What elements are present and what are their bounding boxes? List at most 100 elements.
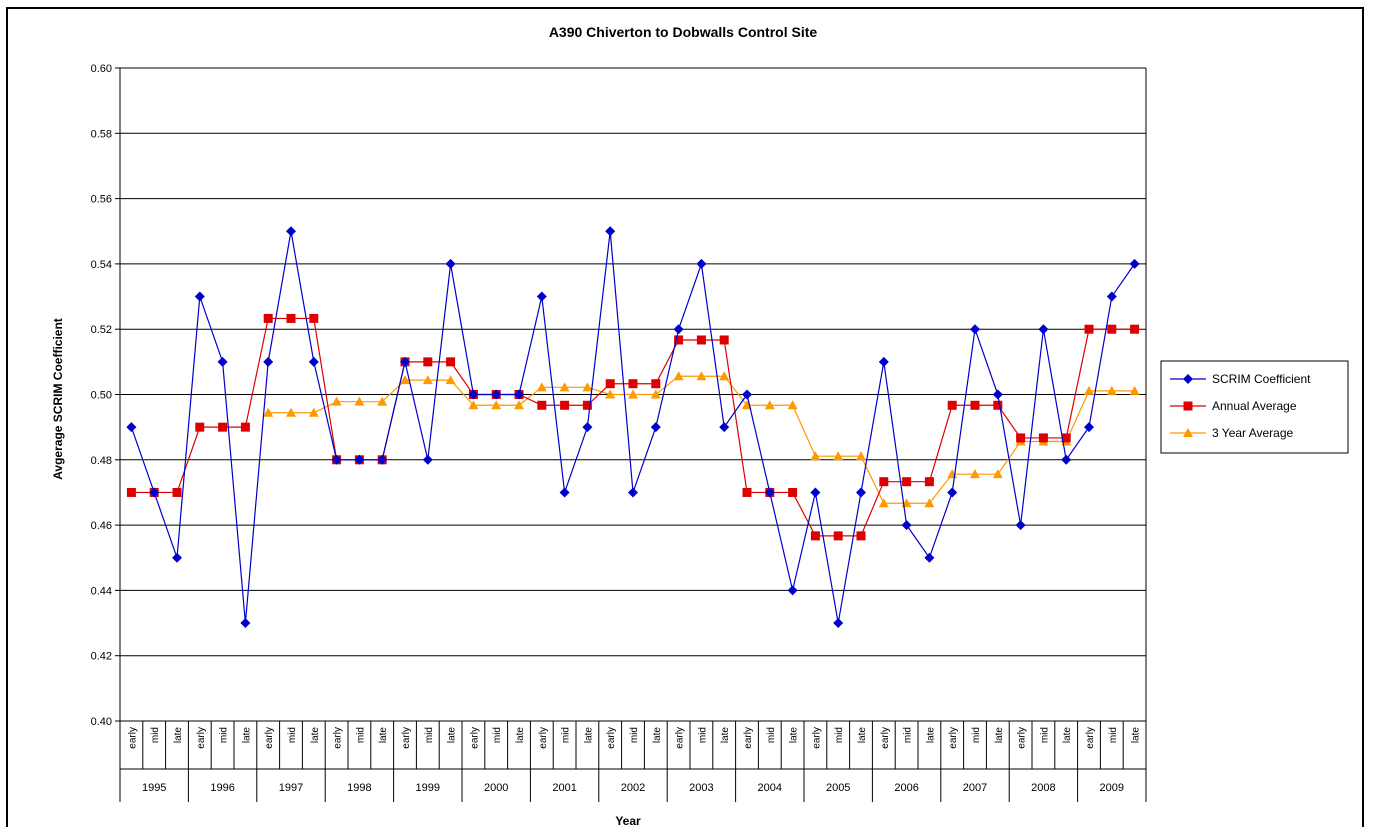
x-period-label: mid — [766, 727, 777, 743]
x-period-label: late — [1131, 727, 1142, 744]
data-point-scrim-coefficient — [833, 618, 844, 629]
data-point-annual-average — [286, 313, 296, 323]
x-period-label: early — [1017, 727, 1028, 749]
x-year-label: 2004 — [758, 782, 782, 794]
data-point-scrim-coefficient — [628, 487, 638, 498]
data-point-3-year-average — [400, 375, 410, 385]
data-point-annual-average — [993, 400, 1003, 410]
data-point-3-year-average — [491, 400, 502, 410]
data-point-annual-average — [1016, 433, 1026, 443]
x-year-label: 2008 — [1031, 782, 1055, 794]
data-point-annual-average — [126, 487, 136, 497]
data-point-scrim-coefficient — [970, 324, 980, 335]
data-point-annual-average — [263, 313, 273, 323]
series-layer — [126, 226, 1140, 629]
data-point-scrim-coefficient — [924, 552, 935, 563]
x-period-label: early — [948, 727, 959, 749]
y-tick-label: 0.46 — [91, 520, 112, 532]
data-point-3-year-average — [468, 400, 479, 410]
data-point-scrim-coefficient — [742, 389, 752, 400]
x-period-label: mid — [971, 727, 982, 743]
chart-title: A390 Chiverton to Dobwalls Control Site — [549, 24, 818, 40]
y-axis-title: Avgerage SCRIM Coefficient — [51, 318, 65, 480]
x-year-label: 2003 — [689, 782, 713, 794]
data-point-scrim-coefficient — [240, 618, 251, 629]
data-point-3-year-average — [422, 375, 433, 385]
data-point-scrim-coefficient — [331, 454, 342, 465]
data-point-annual-average — [788, 487, 798, 497]
y-tick-label: 0.58 — [91, 128, 112, 140]
data-point-scrim-coefficient — [1106, 291, 1117, 302]
x-period-label: early — [880, 727, 891, 749]
data-point-scrim-coefficient — [878, 356, 889, 367]
data-point-annual-average — [1107, 324, 1117, 334]
legend: SCRIM Coefficient Annual Average 3 Year Av… — [1160, 360, 1349, 454]
x-period-label: late — [925, 727, 936, 744]
data-point-3-year-average — [856, 451, 866, 461]
x-period-label: early — [127, 727, 138, 749]
x-year-label: 2009 — [1100, 782, 1124, 794]
data-point-3-year-average — [445, 375, 456, 385]
series-line-annual-average — [131, 317, 1135, 537]
data-point-annual-average — [1038, 433, 1048, 443]
data-point-scrim-coefficient — [354, 454, 365, 465]
data-point-scrim-coefficient — [696, 258, 707, 269]
y-tick-label: 0.48 — [91, 455, 112, 467]
data-point-scrim-coefficient — [149, 487, 160, 498]
data-point-annual-average — [446, 357, 456, 367]
x-period-label: late — [241, 727, 252, 744]
data-point-scrim-coefficient — [400, 356, 410, 367]
data-point-scrim-coefficient — [947, 487, 958, 498]
y-tick-label: 0.54 — [91, 259, 112, 271]
y-tick-label: 0.44 — [91, 585, 112, 597]
data-point-annual-average — [742, 487, 752, 497]
data-point-scrim-coefficient — [536, 291, 547, 302]
data-point-scrim-coefficient — [422, 454, 433, 465]
data-point-scrim-coefficient — [217, 356, 228, 367]
x-year-label: 2000 — [484, 782, 508, 794]
data-point-scrim-coefficient — [172, 552, 182, 563]
data-point-annual-average — [1061, 433, 1071, 443]
y-tick-label: 0.42 — [91, 651, 112, 663]
x-year-label: 2002 — [621, 782, 645, 794]
x-period-label: mid — [1108, 727, 1119, 743]
data-point-annual-average — [560, 400, 570, 410]
data-point-scrim-coefficient — [1129, 258, 1140, 269]
data-point-annual-average — [1084, 324, 1094, 334]
data-point-scrim-coefficient — [1061, 454, 1072, 465]
data-point-scrim-coefficient — [901, 520, 912, 531]
data-point-3-year-average — [308, 407, 319, 417]
x-period-label: mid — [287, 727, 298, 743]
x-period-label: late — [310, 727, 321, 744]
x-period-label: early — [675, 727, 686, 749]
x-period-label: early — [743, 727, 754, 749]
data-point-3-year-average — [582, 382, 593, 392]
x-period-label: mid — [219, 727, 230, 743]
x-period-label: early — [333, 727, 344, 749]
data-point-annual-average — [696, 335, 706, 345]
data-point-scrim-coefficient — [856, 487, 866, 498]
x-period-label: mid — [903, 727, 914, 743]
data-point-scrim-coefficient — [1038, 324, 1049, 335]
data-point-3-year-average — [764, 400, 775, 410]
data-point-scrim-coefficient — [1015, 520, 1026, 531]
data-point-scrim-coefficient — [377, 454, 388, 465]
data-point-3-year-average — [263, 407, 274, 417]
data-point-scrim-coefficient — [468, 389, 479, 400]
data-point-scrim-coefficient — [445, 258, 456, 269]
x-year-label: 1999 — [416, 782, 440, 794]
y-tick-label: 0.50 — [91, 390, 112, 402]
data-point-scrim-coefficient — [194, 291, 205, 302]
data-point-annual-average — [1130, 324, 1140, 334]
x-period-label: early — [196, 727, 207, 749]
series-scrim-coefficient — [126, 226, 1140, 629]
x-period-label: early — [264, 727, 275, 749]
x-axis-title: Year — [615, 814, 641, 828]
data-point-3-year-average — [377, 396, 388, 406]
data-point-scrim-coefficient — [286, 226, 296, 237]
data-point-annual-average — [651, 379, 661, 389]
data-point-annual-average — [947, 400, 957, 410]
data-point-3-year-average — [970, 469, 980, 479]
data-point-annual-average — [582, 400, 592, 410]
data-point-3-year-average — [286, 407, 296, 417]
